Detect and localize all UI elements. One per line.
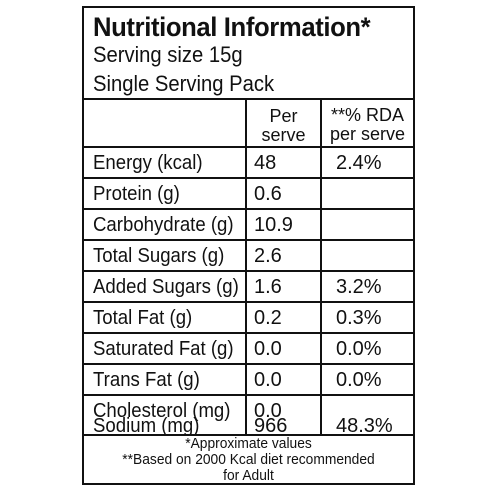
- row-divider: [84, 270, 413, 272]
- rda-value: 2.4%: [336, 152, 382, 174]
- rda-value: 48.3%: [336, 415, 393, 437]
- rda-value: 0.3%: [336, 307, 382, 329]
- per-serve-header: Per serve: [261, 106, 306, 145]
- nutrient-name: Total Sugars (g): [93, 245, 225, 267]
- rda-value: 0.0%: [336, 338, 382, 360]
- serving-size: Serving size 15g: [93, 42, 243, 67]
- nutrient-name: Saturated Fat (g): [93, 338, 234, 360]
- table-bottom-border: [84, 434, 413, 436]
- nutrient-name: Added Sugars (g): [93, 276, 239, 298]
- nutrient-name: Sodium (mg): [93, 415, 200, 437]
- row-divider: [84, 332, 413, 334]
- table-row: Cholesterol (mg) 0.0: [84, 396, 413, 425]
- footnotes: *Approximate values **Based on 2000 Kcal…: [84, 436, 413, 484]
- nutrient-name: Cholesterol (mg): [93, 400, 231, 422]
- nutrient-name: Protein (g): [93, 183, 180, 205]
- per-serve-value: 0.0: [254, 400, 282, 422]
- nutrition-table: Per serve **% RDA per serve Energy (kcal…: [84, 98, 413, 437]
- per-serve-value: 0.0: [254, 369, 282, 391]
- per-serve-value: 2.6: [254, 245, 282, 267]
- rda-footnote-line1: **Based on 2000 Kcal diet recommended: [122, 451, 375, 468]
- table-row: Sodium (mg) 966 48.3%: [84, 411, 413, 440]
- approx-footnote: *Approximate values: [185, 435, 312, 452]
- row-divider: [84, 239, 413, 241]
- per-serve-value: 966: [254, 415, 288, 437]
- table-row: Added Sugars (g) 1.6 3.2%: [84, 272, 413, 301]
- row-divider: [84, 208, 413, 210]
- row-divider: [84, 301, 413, 303]
- row-divider: [84, 394, 413, 396]
- nutrition-label: Nutritional Information* Serving size 15…: [82, 6, 415, 485]
- rda-value: 0.0%: [336, 369, 382, 391]
- table-row: Energy (kcal) 48 2.4%: [84, 148, 413, 177]
- per-serve-value: 0.0: [254, 338, 282, 360]
- per-serve-value: 10.9: [254, 214, 293, 236]
- label-header: Nutritional Information* Serving size 15…: [84, 8, 413, 100]
- table-row: Total Sugars (g) 2.6: [84, 241, 413, 270]
- per-serve-value: 0.2: [254, 307, 282, 329]
- per-serve-value: 48: [254, 152, 277, 174]
- per-serve-value: 1.6: [254, 276, 282, 298]
- rda-value: 3.2%: [336, 276, 382, 298]
- table-row: Total Fat (g) 0.2 0.3%: [84, 303, 413, 332]
- nutrient-name: Total Fat (g): [93, 307, 193, 329]
- pack-type: Single Serving Pack: [93, 71, 275, 96]
- nutrient-name: Energy (kcal): [93, 152, 203, 174]
- table-row: Saturated Fat (g) 0.0 0.0%: [84, 334, 413, 363]
- row-divider: [84, 363, 413, 365]
- table-row: Protein (g) 0.6: [84, 179, 413, 208]
- per-serve-value: 0.6: [254, 183, 282, 205]
- table-row: Trans Fat (g) 0.0 0.0%: [84, 365, 413, 394]
- table-row: Carbohydrate (g) 10.9: [84, 210, 413, 239]
- column-divider: [245, 98, 247, 436]
- column-divider: [320, 98, 322, 436]
- header-divider: [84, 146, 413, 148]
- nutrient-name: Carbohydrate (g): [93, 214, 234, 236]
- rda-header: **% RDA per serve: [329, 105, 406, 144]
- nutrient-name: Trans Fat (g): [93, 369, 200, 391]
- label-title: Nutritional Information*: [93, 12, 371, 42]
- rda-footnote-line2: for Adult: [223, 467, 274, 484]
- row-divider: [84, 177, 413, 179]
